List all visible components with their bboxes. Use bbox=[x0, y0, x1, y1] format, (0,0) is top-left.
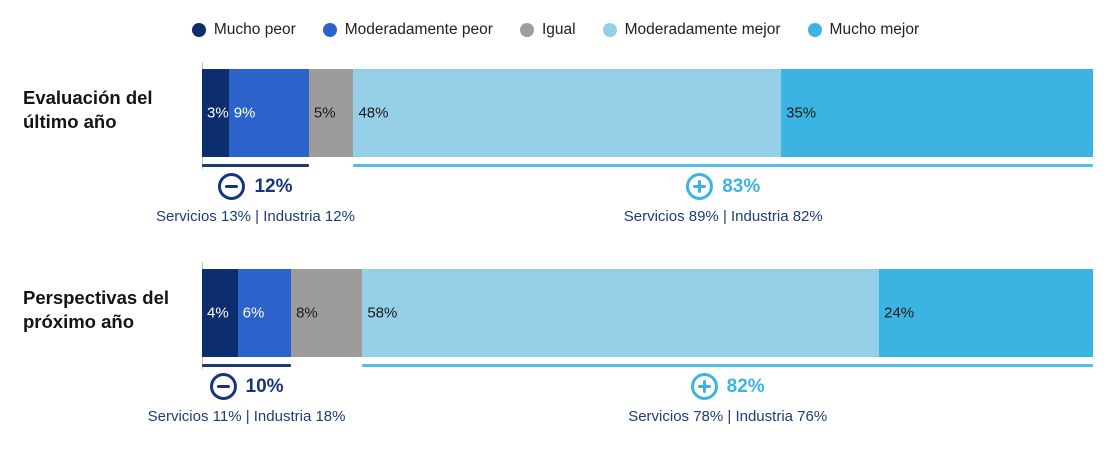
stacked-bar-chart: Evaluación del último año 3% 9% 5% 48% 35% 12%… bbox=[0, 62, 1111, 429]
positive-total: 83% bbox=[722, 175, 761, 197]
bar-segment: 48% bbox=[353, 69, 782, 157]
legend-dot-icon bbox=[191, 23, 206, 37]
legend-item-label: Mucho mejor bbox=[829, 21, 920, 38]
minus-glyph bbox=[216, 385, 230, 388]
bar-segment-label: 6% bbox=[242, 304, 265, 322]
legend-item-1: Moderadamente peor bbox=[322, 21, 493, 39]
legend-dot-icon bbox=[322, 23, 337, 37]
positive-total: 82% bbox=[726, 375, 765, 397]
negative-summary: 10% bbox=[209, 373, 284, 400]
minus-circle-icon bbox=[218, 173, 246, 200]
stacked-bar: 3% 9% 5% 48% 35% bbox=[202, 69, 1093, 157]
bar-segment-label: 35% bbox=[786, 104, 817, 122]
bar-area: 3% 9% 5% 48% 35% 12% 83% Servicios 13% | Indust… bbox=[156, 62, 1093, 229]
positive-underline bbox=[353, 164, 1093, 167]
negative-summary: 12% bbox=[218, 173, 292, 200]
bar-segment-label: 9% bbox=[233, 104, 256, 122]
bar-segment: 4% bbox=[202, 269, 238, 357]
positive-summary: 83% bbox=[686, 173, 760, 200]
bar-area: 4% 6% 8% 58% 24% 10% 82% Servicios 11% | Indust… bbox=[148, 262, 1093, 429]
minus-circle-icon bbox=[209, 373, 237, 400]
bar-segment: 3% bbox=[202, 69, 229, 157]
minus-glyph bbox=[225, 185, 239, 188]
legend-item-2: Igual bbox=[519, 21, 576, 39]
negative-detail: Servicios 11% | Industria 18% bbox=[147, 408, 346, 425]
bar-segment: 35% bbox=[781, 69, 1093, 157]
bar-segment-label: 48% bbox=[358, 104, 389, 122]
bar-segment-label: 24% bbox=[884, 304, 915, 322]
legend-item-label: Igual bbox=[541, 21, 576, 38]
stacked-bar: 4% 6% 8% 58% 24% bbox=[202, 269, 1093, 357]
legend-item-4: Mucho mejor bbox=[807, 21, 920, 39]
row-label: Evaluación del último año bbox=[23, 87, 153, 133]
chart-row: Evaluación del último año 3% 9% 5% 48% 35% 12%… bbox=[0, 62, 1111, 229]
legend-item-3: Moderadamente mejor bbox=[602, 21, 781, 39]
bar-segment: 5% bbox=[308, 69, 354, 157]
legend-item-0: Mucho peor bbox=[191, 21, 296, 39]
plus-glyph-v bbox=[698, 180, 702, 193]
chart-legend: Mucho peor Moderadamente peor Igual Moderad… bbox=[0, 0, 1111, 39]
positive-summary: 82% bbox=[690, 373, 765, 400]
legend-item-label: Mucho peor bbox=[213, 21, 296, 38]
bar-segment: 6% bbox=[237, 269, 292, 357]
bar-segment: 58% bbox=[362, 269, 880, 357]
plus-circle-icon bbox=[686, 173, 714, 200]
bar-segment-label: 8% bbox=[296, 304, 318, 322]
bar-segment: 24% bbox=[879, 269, 1093, 357]
legend-item-label: Moderadamente mejor bbox=[624, 21, 781, 38]
plus-glyph-v bbox=[702, 380, 706, 393]
row-label: Perspectivas del próximo año bbox=[23, 287, 170, 333]
negative-underline bbox=[202, 364, 292, 367]
legend-dot-icon bbox=[807, 23, 822, 37]
legend-dot-icon bbox=[519, 23, 534, 37]
bar-segment: 9% bbox=[228, 69, 309, 157]
bar-segment-label: 58% bbox=[367, 304, 398, 322]
bar-segment: 8% bbox=[291, 269, 363, 357]
positive-underline bbox=[362, 364, 1093, 367]
positive-detail: Servicios 89% | Industria 82% bbox=[623, 208, 823, 225]
bar-segment-label: 3% bbox=[207, 104, 229, 122]
legend-dot-icon bbox=[602, 23, 617, 37]
legend-item-label: Moderadamente peor bbox=[344, 21, 493, 38]
positive-detail: Servicios 78% | Industria 76% bbox=[628, 408, 828, 425]
bar-segment-label: 5% bbox=[313, 104, 336, 122]
negative-detail: Servicios 13% | Industria 12% bbox=[155, 208, 355, 225]
bar-segment-label: 4% bbox=[207, 304, 229, 322]
chart-row: Perspectivas del próximo año 4% 6% 8% 58% 24%… bbox=[0, 262, 1111, 429]
plus-circle-icon bbox=[690, 373, 718, 400]
negative-underline bbox=[202, 164, 309, 167]
negative-total: 12% bbox=[254, 175, 293, 197]
negative-total: 10% bbox=[245, 375, 284, 397]
